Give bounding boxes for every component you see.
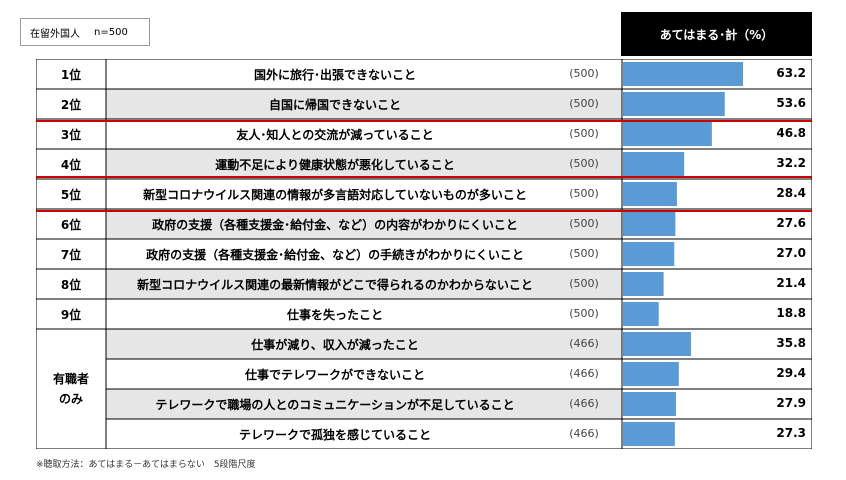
value-label: 27.6 — [776, 216, 806, 230]
row-stripe — [106, 209, 622, 239]
bar — [623, 242, 675, 266]
value-label: 21.4 — [776, 276, 806, 290]
sample-size-box: 在留外国人 n=500 — [20, 18, 150, 46]
value-label: 46.8 — [776, 126, 806, 140]
item-label: テレワークで孤独を感じていること — [238, 428, 431, 442]
sample-count-label: (466) — [569, 337, 599, 350]
value-label: 28.4 — [776, 186, 806, 200]
footnote: ※聴取方法：あてはまる－あてはまらない 5段階尺度 — [36, 460, 256, 470]
rank-label: 1位 — [60, 68, 82, 82]
bar — [623, 62, 743, 86]
value-label: 53.6 — [776, 96, 806, 110]
rank-label: 7位 — [60, 248, 82, 262]
sample-count-label: (500) — [569, 127, 599, 140]
item-label: 仕事でテレワークができないこと — [244, 368, 425, 382]
rank-label: 5位 — [60, 188, 82, 202]
bar — [623, 122, 712, 146]
sample-count-label: (500) — [569, 157, 599, 170]
value-label: 27.9 — [776, 396, 806, 410]
ranking-chart: 1位 国外に旅行･出張できないこと (500) 63.2 2位 自国に帰国できないこと (5… — [36, 59, 812, 449]
employed-only-group-label: 有職者 のみ — [52, 372, 89, 406]
sample-count-label: (500) — [569, 247, 599, 260]
sample-count-label: (500) — [569, 97, 599, 110]
sample-count-label: (500) — [569, 307, 599, 320]
bar — [623, 182, 677, 206]
highlight-box — [36, 120, 812, 122]
value-label: 32.2 — [776, 156, 806, 170]
bar — [623, 302, 659, 326]
rank-label: 4位 — [60, 158, 82, 172]
highlight-box — [36, 176, 812, 212]
sample-label: 在留外国人 — [30, 28, 80, 40]
bar — [623, 422, 675, 446]
value-label: 27.0 — [776, 246, 806, 260]
chart-svg — [36, 59, 812, 449]
sample-count-label: (466) — [569, 397, 599, 410]
row-stripe — [106, 389, 622, 419]
sample-count-label: (466) — [569, 367, 599, 380]
bar — [623, 392, 676, 416]
value-column-header: あてはまる･計（%） — [621, 12, 812, 56]
item-label: 自国に帰国できないこと — [268, 98, 401, 112]
item-label: 運動不足により健康状態が悪化していること — [215, 158, 455, 172]
value-label: 27.3 — [776, 426, 806, 440]
bar — [623, 362, 679, 386]
sample-n: n=500 — [94, 26, 128, 38]
rank-label: 6位 — [60, 218, 82, 232]
item-label: 友人･知人との交流が減っていること — [236, 128, 434, 142]
item-label: 国外に旅行･出張できないこと — [253, 68, 416, 82]
bar — [623, 272, 664, 296]
bar — [623, 332, 691, 356]
rank-label: 2位 — [60, 98, 82, 112]
sample-count-label: (500) — [569, 67, 599, 80]
item-label: 仕事を失ったこと — [286, 308, 383, 322]
sample-count-label: (500) — [569, 187, 599, 200]
sample-count-label: (500) — [569, 217, 599, 230]
value-label: 18.8 — [776, 306, 806, 320]
bar — [623, 212, 676, 236]
rank-label: 9位 — [60, 308, 82, 322]
sample-count-label: (466) — [569, 427, 599, 440]
rank-label: 8位 — [60, 278, 82, 292]
item-label: 新型コロナウイルス関連の最新情報がどこで得られるのかわからないこと — [137, 278, 533, 292]
item-label: 政府の支援（各種支援金･給付金、など）の手続きがわかりにくいこと — [146, 248, 524, 262]
item-label: テレワークで職場の人とのコミュニケーションが不足していること — [155, 398, 515, 412]
bar — [623, 152, 685, 176]
row-stripe — [106, 149, 622, 179]
bar — [623, 92, 725, 116]
row-stripe — [106, 329, 622, 359]
row-stripe — [106, 269, 622, 299]
value-label: 29.4 — [776, 366, 806, 380]
item-label: 政府の支援（各種支援金･給付金、など）の内容がわかりにくいこと — [152, 218, 518, 232]
rank-label: 3位 — [60, 128, 82, 142]
row-stripe — [106, 89, 622, 119]
item-label: 新型コロナウイルス関連の情報が多言語対応していないものが多いこと — [143, 188, 527, 202]
value-label: 35.8 — [776, 336, 806, 350]
item-label: 仕事が減り、収入が減ったこと — [251, 338, 419, 352]
value-label: 63.2 — [776, 66, 806, 80]
sample-count-label: (500) — [569, 277, 599, 290]
